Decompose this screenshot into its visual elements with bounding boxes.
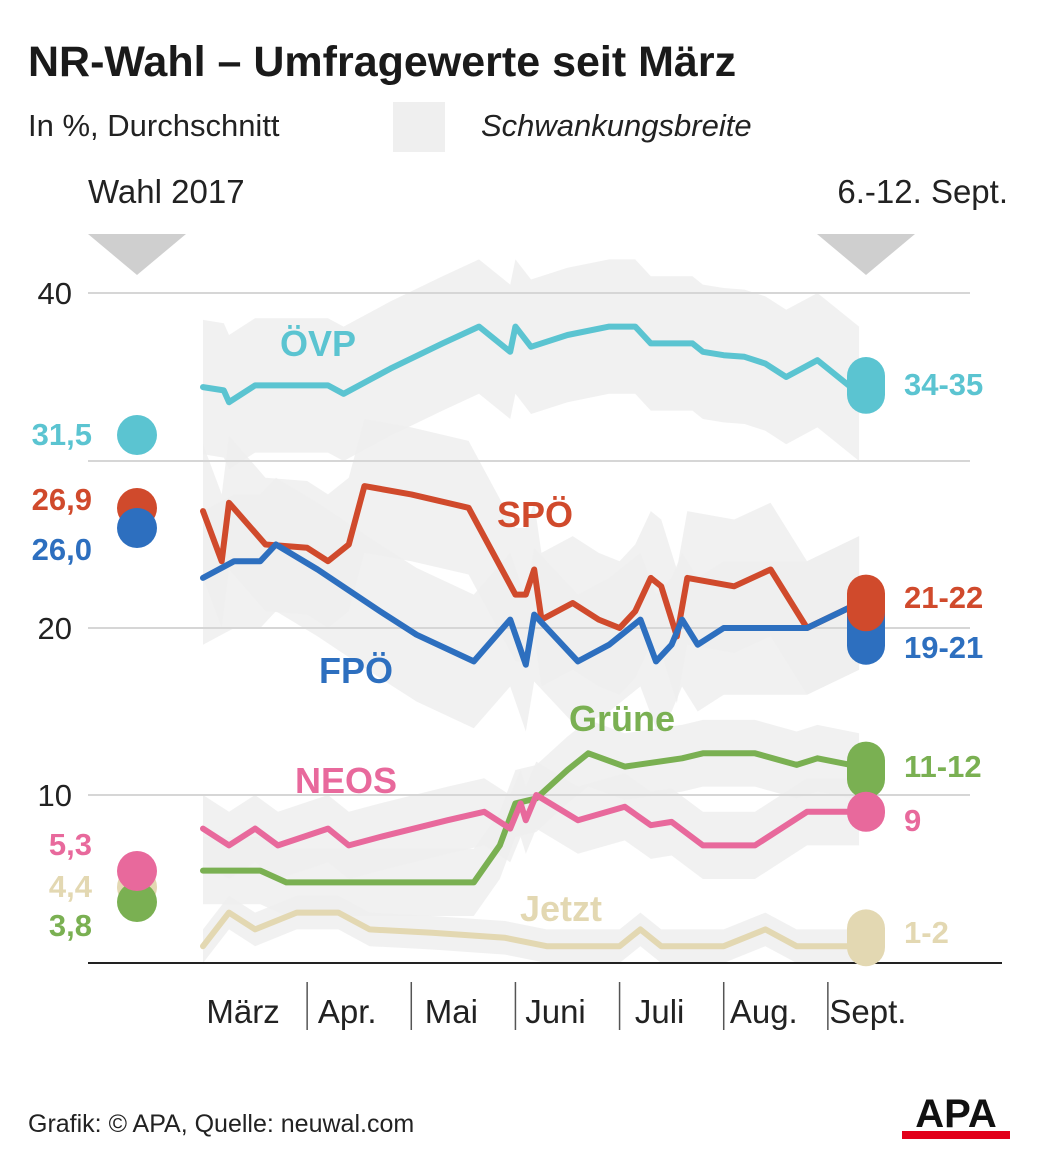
y-tick-label: 40 bbox=[38, 276, 72, 311]
latest-range-label: 1-2 bbox=[904, 915, 949, 950]
x-tick-label: Apr. bbox=[318, 993, 377, 1030]
x-axis: März Apr. Mai Juni Juli Aug. Sept. bbox=[88, 962, 1002, 1030]
election-dot-NEOS bbox=[117, 851, 157, 891]
series-name-ÖVP: ÖVP bbox=[280, 323, 356, 364]
latest-range-label: 34-35 bbox=[904, 367, 983, 402]
grid-lines bbox=[88, 292, 970, 796]
line-NEOS bbox=[200, 792, 863, 849]
latest-range-NEOS bbox=[847, 791, 885, 832]
series-lines bbox=[200, 323, 863, 950]
election-dot-Grüne bbox=[117, 882, 157, 922]
apa-logo: APA bbox=[902, 1092, 1010, 1139]
series-labels: 31,5 26,9 26,0 4,4 3,8 5,3 34-35 19-21 21-22 1-2 1… bbox=[32, 323, 984, 950]
latest-poll-marker-label: 6.-12. Sept. bbox=[837, 173, 1008, 210]
election-value-label: 31,5 bbox=[32, 417, 92, 452]
x-tick-label: Juli bbox=[635, 993, 685, 1030]
legend-band-swatch bbox=[393, 102, 445, 152]
election-value-label: 3,8 bbox=[49, 908, 92, 943]
x-tick-label: Aug. bbox=[730, 993, 798, 1030]
svg-text:APA: APA bbox=[915, 1092, 996, 1136]
line-Jetzt bbox=[200, 909, 863, 950]
latest-range-label: 11-12 bbox=[904, 749, 982, 784]
chart-title: NR-Wahl – Umfragewerte seit März bbox=[28, 38, 737, 86]
x-tick-label: Mai bbox=[425, 993, 478, 1030]
latest-range-Jetzt bbox=[847, 909, 885, 967]
election-marker-triangle bbox=[88, 234, 186, 275]
x-tick-label: März bbox=[206, 993, 279, 1030]
x-tick-label: Sept. bbox=[829, 993, 906, 1030]
source-note: Grafik: © APA, Quelle: neuwal.com bbox=[28, 1110, 415, 1138]
y-tick-label: 10 bbox=[38, 778, 72, 813]
latest-range-label: 9 bbox=[904, 803, 921, 838]
series-name-FPÖ: FPÖ bbox=[319, 650, 393, 691]
uncertainty-bands bbox=[203, 259, 860, 963]
series-name-SPÖ: SPÖ bbox=[497, 494, 573, 535]
election-dot-ÖVP bbox=[117, 415, 157, 455]
line-ÖVP bbox=[200, 323, 863, 406]
election-value-label: 26,0 bbox=[32, 532, 92, 567]
line-SPÖ bbox=[200, 483, 863, 640]
latest-range-SPÖ bbox=[847, 574, 885, 632]
chart-subtitle: In %, Durchschnitt bbox=[28, 108, 280, 143]
series-name-NEOS: NEOS bbox=[295, 760, 397, 801]
band-NEOS bbox=[203, 761, 860, 879]
latest-range-label: 21-22 bbox=[904, 580, 983, 615]
y-tick-label: 20 bbox=[38, 611, 72, 646]
x-tick-label: Juni bbox=[525, 993, 586, 1030]
band-ÖVP bbox=[203, 259, 860, 470]
series-dots bbox=[117, 357, 885, 967]
election-value-label: 4,4 bbox=[49, 869, 93, 904]
latest-marker-triangle bbox=[817, 234, 915, 275]
series-name-Grüne: Grüne bbox=[569, 698, 675, 739]
line-Grüne bbox=[200, 750, 863, 886]
election-value-label: 26,9 bbox=[32, 482, 92, 517]
election-marker-label: Wahl 2017 bbox=[88, 173, 245, 210]
y-axis-ticks: 10 20 40 bbox=[38, 276, 72, 813]
latest-range-Grüne bbox=[847, 741, 885, 799]
election-dot-FPÖ bbox=[117, 508, 157, 548]
latest-range-ÖVP bbox=[847, 357, 885, 414]
latest-range-label: 19-21 bbox=[904, 630, 983, 665]
band-FPÖ bbox=[203, 477, 860, 732]
line-FPÖ bbox=[200, 541, 863, 668]
legend-band-label: Schwankungsbreite bbox=[481, 108, 752, 143]
election-value-label: 5,3 bbox=[49, 827, 92, 862]
series-name-Jetzt: Jetzt bbox=[520, 888, 602, 929]
